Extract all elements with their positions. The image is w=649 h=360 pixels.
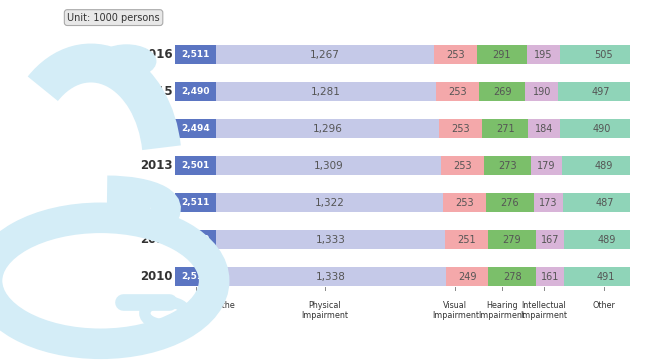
Text: 253: 253: [451, 123, 469, 134]
Text: 190: 190: [533, 86, 551, 96]
Text: 1,296: 1,296: [313, 123, 343, 134]
Bar: [434, 45, 477, 64]
Text: 489: 489: [594, 161, 613, 171]
Text: 161: 161: [541, 272, 559, 282]
Bar: [560, 45, 647, 64]
Bar: [564, 267, 648, 286]
Bar: [175, 156, 216, 175]
Bar: [216, 45, 434, 64]
Text: 490: 490: [593, 123, 611, 134]
Text: 2013: 2013: [140, 159, 173, 172]
Text: 2,490: 2,490: [182, 87, 210, 96]
Bar: [560, 119, 644, 138]
Text: 2,511: 2,511: [182, 50, 210, 59]
Bar: [436, 82, 480, 101]
Text: 487: 487: [596, 198, 615, 208]
Text: 489: 489: [597, 235, 615, 245]
Bar: [486, 193, 533, 212]
Text: 2011: 2011: [140, 233, 173, 246]
Text: 173: 173: [539, 198, 557, 208]
Text: 273: 273: [498, 161, 517, 171]
Text: 251: 251: [457, 235, 476, 245]
Text: 253: 253: [446, 50, 465, 59]
Text: 497: 497: [591, 86, 610, 96]
Bar: [216, 267, 446, 286]
Text: Hearing
Impairment: Hearing Impairment: [478, 301, 526, 320]
Text: 2,511: 2,511: [182, 198, 210, 207]
Bar: [528, 119, 560, 138]
Bar: [488, 230, 536, 249]
Text: 2015: 2015: [140, 85, 173, 98]
Bar: [533, 193, 563, 212]
Text: 1,281: 1,281: [312, 86, 341, 96]
Text: 269: 269: [493, 86, 511, 96]
Text: Intellectual
Impairment: Intellectual Impairment: [520, 301, 567, 320]
Text: 2010: 2010: [140, 270, 173, 283]
Text: 167: 167: [541, 235, 559, 245]
Text: 2,494: 2,494: [182, 124, 210, 133]
Bar: [482, 119, 528, 138]
Bar: [565, 230, 648, 249]
Text: Total number of the
disabled: Total number of the disabled: [156, 301, 235, 320]
Bar: [216, 119, 439, 138]
Bar: [175, 193, 216, 212]
Bar: [175, 82, 216, 101]
Text: 276: 276: [501, 198, 519, 208]
Text: 1,267: 1,267: [310, 50, 340, 59]
Bar: [531, 156, 561, 175]
Text: 2016: 2016: [140, 48, 173, 61]
Text: 184: 184: [535, 123, 554, 134]
Text: 279: 279: [502, 235, 521, 245]
Text: 253: 253: [448, 86, 467, 96]
Bar: [439, 119, 482, 138]
Bar: [441, 156, 484, 175]
Bar: [446, 267, 489, 286]
Text: 505: 505: [594, 50, 613, 59]
Text: 179: 179: [537, 161, 556, 171]
Bar: [443, 193, 486, 212]
Text: 278: 278: [503, 272, 522, 282]
Bar: [536, 267, 564, 286]
Bar: [536, 230, 565, 249]
Text: 291: 291: [493, 50, 511, 59]
Text: 1,338: 1,338: [316, 272, 346, 282]
Text: 253: 253: [456, 198, 474, 208]
Bar: [563, 193, 647, 212]
Text: Visual
Impairment: Visual Impairment: [432, 301, 479, 320]
Bar: [175, 45, 216, 64]
Bar: [216, 193, 443, 212]
Bar: [477, 45, 527, 64]
Bar: [526, 82, 558, 101]
Text: 253: 253: [453, 161, 472, 171]
Text: 2014: 2014: [140, 122, 173, 135]
Bar: [216, 156, 441, 175]
Text: 1,322: 1,322: [315, 198, 345, 208]
Bar: [561, 156, 646, 175]
Text: 491: 491: [596, 272, 615, 282]
Text: Physical
Impairment: Physical Impairment: [302, 301, 349, 320]
Text: 2,519: 2,519: [182, 235, 210, 244]
Bar: [445, 230, 488, 249]
Text: 2012: 2012: [140, 196, 173, 209]
Circle shape: [97, 45, 156, 77]
Text: 1,333: 1,333: [315, 235, 345, 245]
Text: 2,501: 2,501: [182, 161, 210, 170]
Bar: [216, 82, 436, 101]
Text: 249: 249: [458, 272, 476, 282]
Text: 2,517: 2,517: [182, 272, 210, 281]
Text: 271: 271: [496, 123, 515, 134]
Bar: [558, 82, 643, 101]
Bar: [216, 230, 445, 249]
Bar: [175, 119, 216, 138]
Text: 1,309: 1,309: [313, 161, 343, 171]
Text: 195: 195: [534, 50, 553, 59]
Bar: [175, 267, 216, 286]
Bar: [489, 267, 536, 286]
Bar: [527, 45, 560, 64]
Text: Unit: 1000 persons: Unit: 1000 persons: [67, 13, 160, 23]
Bar: [175, 230, 216, 249]
Text: Other: Other: [592, 301, 615, 310]
Bar: [480, 82, 526, 101]
Bar: [484, 156, 531, 175]
